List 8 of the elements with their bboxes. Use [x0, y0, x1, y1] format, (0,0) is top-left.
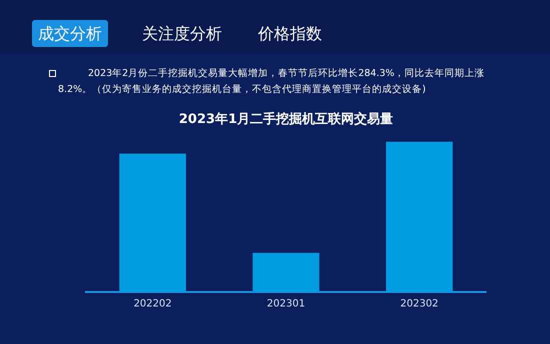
x-tick-label: 202302 — [400, 298, 438, 310]
text: 关注度分析 — [141, 23, 223, 45]
text: 价格指数 — [257, 23, 323, 45]
text: 2023年2月份二手挖掘机交易量大幅增加，春节节后环比增长284.3%，同比去年同期上涨8.2%。（仅为寄售业务的成交挖掘机台量，不包含代理商置换管理平台的成交设备) — [58, 67, 486, 97]
text: 成交分析 — [32, 20, 108, 47]
x-tick-label: 202202 — [134, 298, 172, 310]
chart-title: 2023年1月二手挖掘机互联网交易量 — [178, 111, 394, 128]
x-tick-label: 202301 — [266, 298, 306, 310]
